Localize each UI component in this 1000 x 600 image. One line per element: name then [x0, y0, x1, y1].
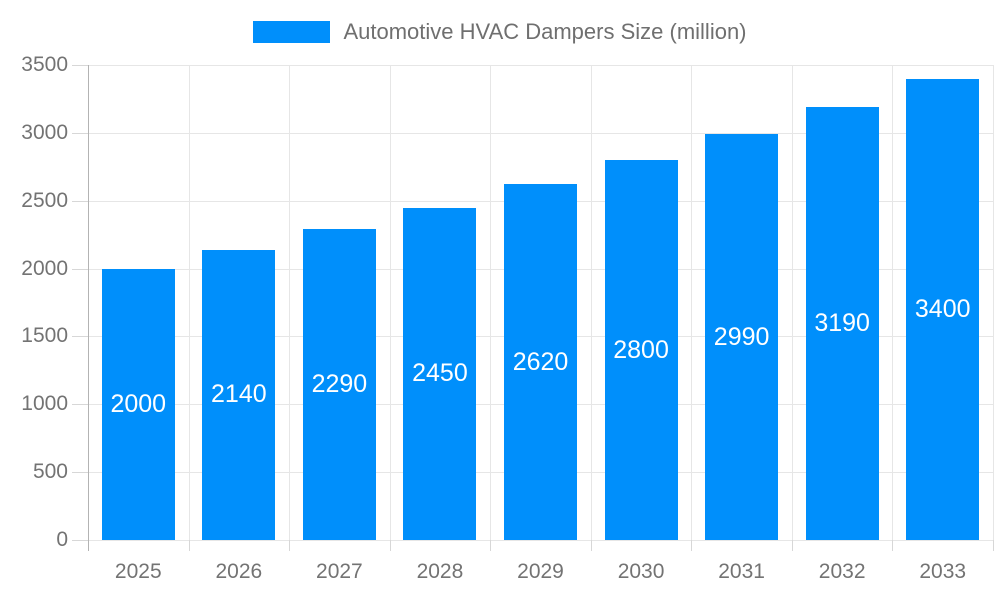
y-gridline: [88, 65, 993, 66]
x-gridline: [791, 65, 793, 540]
y-axis-label: 2000: [21, 256, 68, 280]
bar-value-label: 2000: [110, 389, 167, 418]
bar-value-label: 3190: [814, 309, 870, 338]
x-axis-label: 2026: [215, 560, 263, 583]
bar-2032[interactable]: [805, 107, 879, 540]
bar-value-label: 2990: [713, 322, 770, 351]
y-axis-label: 1500: [21, 324, 68, 348]
y-axis-label: 1000: [21, 392, 68, 416]
y-axis-tick: [72, 132, 88, 134]
legend-label: Automotive HVAC Dampers Size (million): [343, 19, 747, 44]
x-gridline: [490, 65, 492, 540]
y-axis-label: 3500: [21, 53, 68, 76]
legend[interactable]: Automotive HVAC Dampers Size (million): [0, 21, 1000, 43]
y-axis-tick: [72, 268, 88, 270]
x-axis-label: 2030: [617, 560, 665, 583]
y-gridline: [88, 540, 993, 541]
bar-value-label: 2620: [512, 347, 569, 376]
y-axis-label: 3000: [21, 120, 68, 144]
y-axis-tick: [72, 404, 88, 406]
y-axis-tick: [72, 65, 88, 66]
x-axis-tick: [892, 540, 894, 551]
bar-value-label: 2450: [412, 359, 468, 388]
x-axis-tick: [289, 540, 291, 551]
x-axis-tick: [490, 540, 492, 551]
x-axis-tick: [691, 540, 693, 551]
legend-marker-swatch: [253, 21, 331, 43]
x-axis-label: 2031: [718, 560, 765, 583]
x-axis-label: 2033: [919, 560, 967, 583]
x-axis-tick: [791, 540, 793, 551]
bar-2025[interactable]: [101, 268, 175, 540]
bar-2027[interactable]: [302, 229, 376, 540]
y-axis-line: [88, 65, 89, 551]
x-axis-label: 2025: [114, 560, 162, 583]
x-axis-tick: [188, 540, 190, 551]
x-axis-tick: [993, 540, 994, 551]
x-axis-tick: [389, 540, 391, 551]
bar-value-label: 2140: [211, 380, 267, 409]
x-gridline: [892, 65, 894, 540]
bar-2030[interactable]: [604, 160, 678, 540]
bar-2026[interactable]: [202, 249, 276, 540]
x-gridline: [188, 65, 190, 540]
y-axis-label: 0: [56, 528, 68, 551]
bar-2029[interactable]: [504, 184, 577, 540]
bar-value-label: 3400: [914, 294, 971, 323]
x-axis-tick: [590, 540, 592, 551]
y-axis-tick: [72, 336, 88, 338]
x-axis-label: 2028: [416, 560, 464, 583]
y-axis-label: 2500: [21, 188, 68, 212]
bar-2031[interactable]: [705, 134, 779, 540]
x-axis-label: 2032: [818, 560, 866, 583]
x-axis-label: 2027: [316, 560, 363, 583]
y-axis-label: 500: [32, 460, 68, 484]
y-axis-tick: [72, 540, 88, 541]
bar-value-label: 2800: [613, 335, 669, 364]
y-gridline: [88, 132, 993, 134]
x-gridline: [691, 65, 693, 540]
bar-value-label: 2290: [311, 370, 368, 399]
bar-2033[interactable]: [906, 78, 980, 540]
x-gridline: [389, 65, 391, 540]
x-gridline: [993, 65, 994, 540]
x-gridline: [590, 65, 592, 540]
x-gridline: [289, 65, 291, 540]
y-axis-tick: [72, 200, 88, 202]
bar-2028[interactable]: [403, 207, 477, 540]
x-axis-label: 2029: [517, 560, 564, 583]
y-axis-tick: [72, 472, 88, 474]
